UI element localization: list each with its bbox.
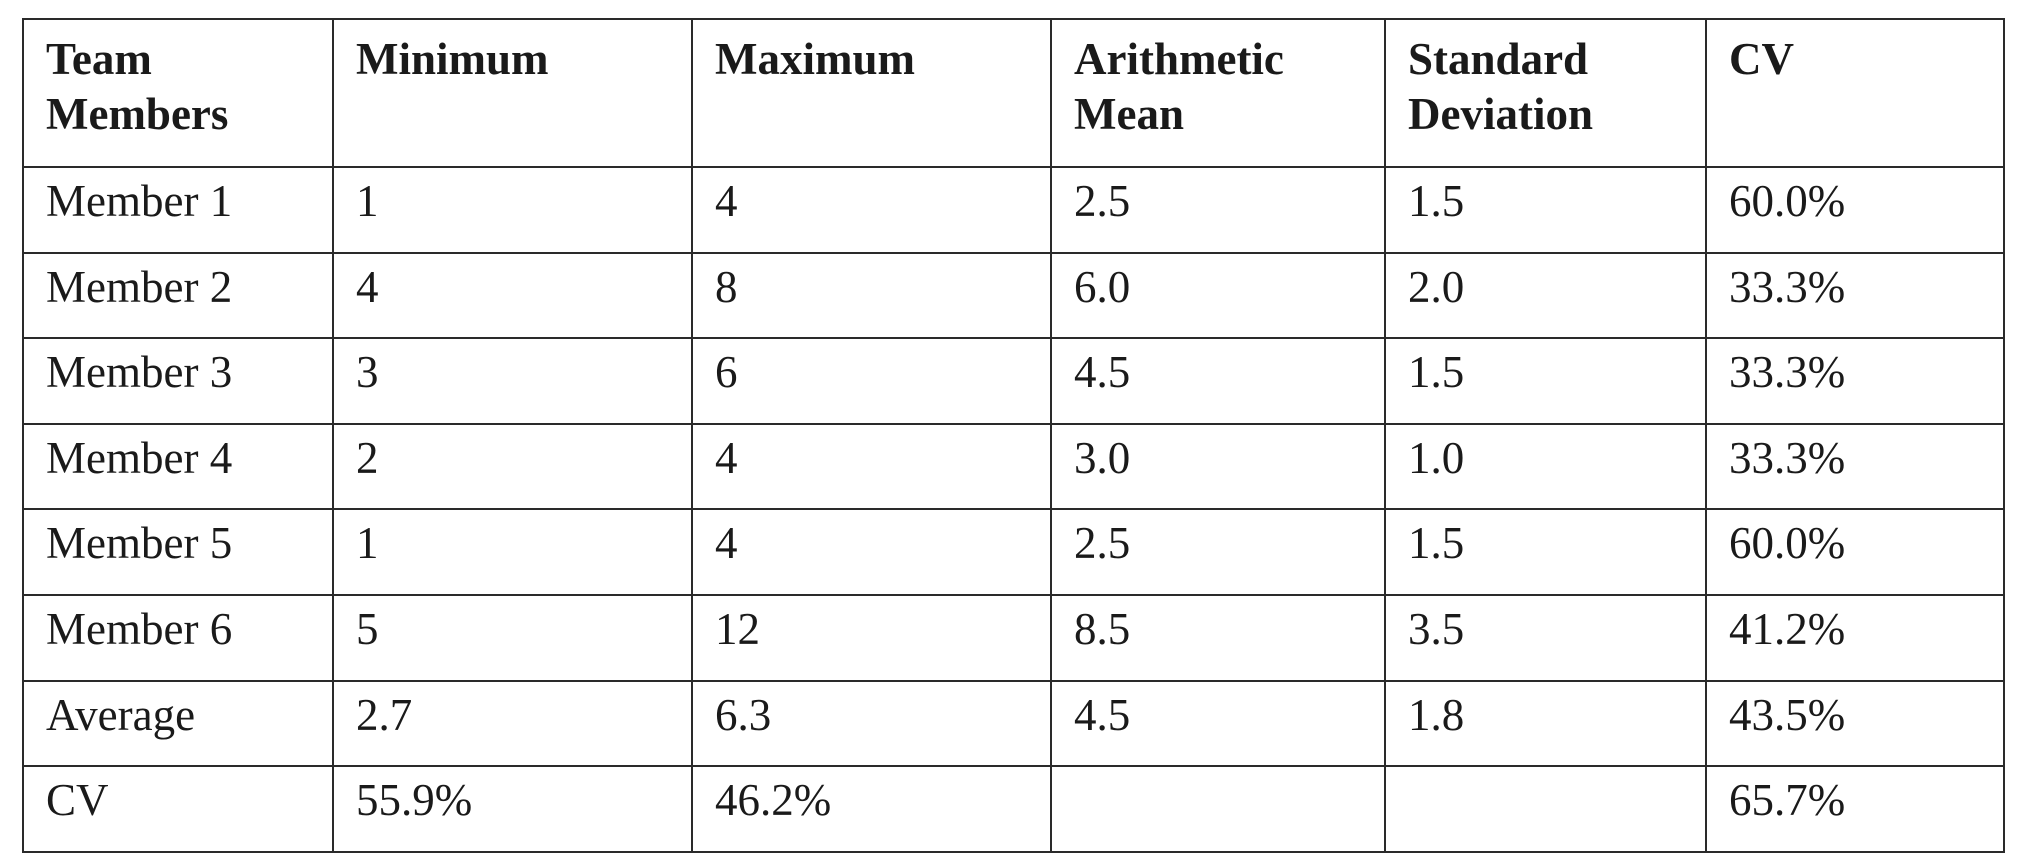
table-cell: 6.0: [1050, 251, 1386, 340]
header-cell: Standard Deviation: [1384, 18, 1707, 168]
table-cell: 1.8: [1384, 679, 1707, 768]
table-cell: 4: [332, 251, 693, 340]
table-cell: 33.3%: [1705, 422, 2005, 511]
table-cell: 4.5: [1050, 337, 1386, 425]
table-cell: 60.0%: [1705, 166, 2005, 254]
table-cell: Member 2: [22, 251, 334, 340]
table-cell: 5: [332, 593, 693, 682]
table-row: Member 1 1 4 2.5 1.5 60.0%: [22, 166, 2005, 254]
table-cell: 3.5: [1384, 593, 1707, 682]
table-cell: 1.5: [1384, 337, 1707, 425]
table-cell: [1050, 765, 1386, 853]
table-cell: 3.0: [1050, 422, 1386, 511]
header-cell: Team Members: [22, 18, 334, 168]
table-cell: 33.3%: [1705, 337, 2005, 425]
table-cell: Member 1: [22, 166, 334, 254]
table-cell: 1.5: [1384, 508, 1707, 596]
stats-table: Team Members Minimum Maximum Arithmetic Mea…: [22, 18, 2005, 853]
table-row: CV 55.9% 46.2% 65.7%: [22, 765, 2005, 853]
table-cell: 4.5: [1050, 679, 1386, 768]
table-cell: 43.5%: [1705, 679, 2005, 768]
table-cell: 55.9%: [332, 765, 693, 853]
table-row: Member 6 5 12 8.5 3.5 41.2%: [22, 593, 2005, 682]
table-row: Member 3 3 6 4.5 1.5 33.3%: [22, 337, 2005, 425]
header-cell: Maximum: [691, 18, 1052, 168]
table-cell: 4: [691, 508, 1052, 596]
table-cell: [1384, 765, 1707, 853]
header-row: Team Members Minimum Maximum Arithmetic Mea…: [22, 18, 2005, 168]
table-cell: 1.5: [1384, 166, 1707, 254]
table-row: Member 4 2 4 3.0 1.0 33.3%: [22, 422, 2005, 511]
table-cell: 12: [691, 593, 1052, 682]
table-cell: 6: [691, 337, 1052, 425]
header-cell: CV: [1705, 18, 2005, 168]
table-row: Average 2.7 6.3 4.5 1.8 43.5%: [22, 679, 2005, 768]
table-cell: 8: [691, 251, 1052, 340]
table-cell: Member 6: [22, 593, 334, 682]
table-cell: 4: [691, 166, 1052, 254]
table-cell: Member 3: [22, 337, 334, 425]
table-cell: 6.3: [691, 679, 1052, 768]
header-cell: Minimum: [332, 18, 693, 168]
table-cell: Average: [22, 679, 334, 768]
table-cell: 46.2%: [691, 765, 1052, 853]
table-cell: Member 4: [22, 422, 334, 511]
table-cell: 1: [332, 166, 693, 254]
table-cell: 1.0: [1384, 422, 1707, 511]
table-cell: 41.2%: [1705, 593, 2005, 682]
table-cell: 2.0: [1384, 251, 1707, 340]
table-cell: 2.5: [1050, 166, 1386, 254]
table-cell: 8.5: [1050, 593, 1386, 682]
header-cell: Arithmetic Mean: [1050, 18, 1386, 168]
table-cell: CV: [22, 765, 334, 853]
table-cell: 3: [332, 337, 693, 425]
table-cell: 2.5: [1050, 508, 1386, 596]
table-body: Member 1 1 4 2.5 1.5 60.0% Member 2 4 8 6.0 2.0 33.…: [22, 166, 2005, 853]
table-cell: 33.3%: [1705, 251, 2005, 340]
table-cell: 65.7%: [1705, 765, 2005, 853]
table-cell: 60.0%: [1705, 508, 2005, 596]
table-row: Member 5 1 4 2.5 1.5 60.0%: [22, 508, 2005, 596]
table-cell: 2: [332, 422, 693, 511]
table-cell: Member 5: [22, 508, 334, 596]
table-cell: 2.7: [332, 679, 693, 768]
table-cell: 4: [691, 422, 1052, 511]
table-cell: 1: [332, 508, 693, 596]
table-row: Member 2 4 8 6.0 2.0 33.3%: [22, 251, 2005, 340]
